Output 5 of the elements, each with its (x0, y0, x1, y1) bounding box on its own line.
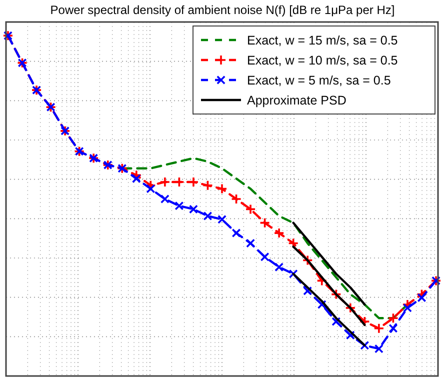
legend-label: Exact, w = 5 m/s, sa = 0.5 (247, 74, 391, 88)
chart-title: Power spectral density of ambient noise N(f) [dB re 1μPa per Hz] (50, 3, 395, 17)
legend-label: Exact, w = 10 m/s, sa = 0.5 (247, 54, 398, 68)
legend-label: Exact, w = 15 m/s, sa = 0.5 (247, 34, 398, 48)
legend-label: Approximate PSD (247, 94, 346, 108)
